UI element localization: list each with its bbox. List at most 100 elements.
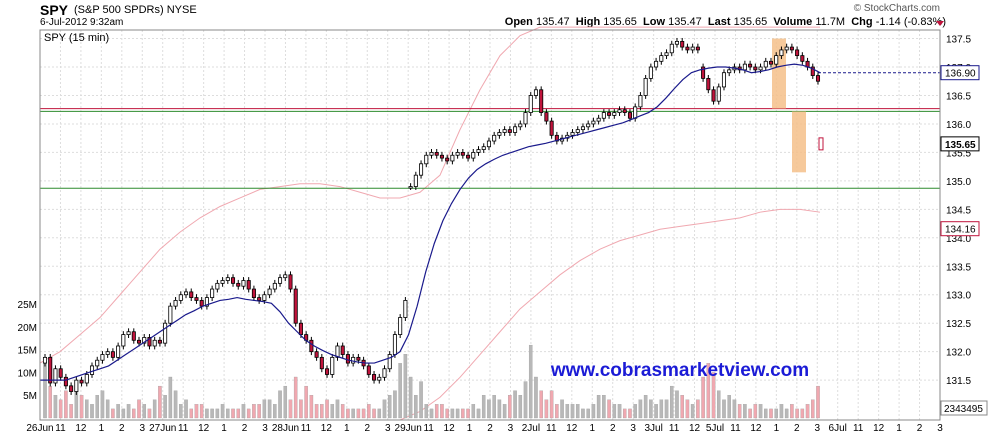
volume-bar: [445, 408, 449, 419]
volume-bar: [293, 376, 298, 419]
candlesticks: [42, 37, 824, 395]
x-tick-label: 12: [444, 423, 456, 434]
volume-bar: [549, 390, 554, 419]
candle-body: [648, 66, 653, 79]
price-tick-label: 136.0: [946, 120, 971, 131]
low-label: Low: [643, 16, 666, 28]
volume-bar: [262, 399, 267, 419]
candle-body: [680, 40, 685, 48]
candle-body: [272, 282, 277, 290]
x-tick-label: 5Jul: [706, 423, 724, 434]
volume-bar: [581, 408, 585, 419]
volume-value: 11.7M: [815, 16, 846, 28]
volume-bar: [586, 408, 590, 419]
price-tick-label: 132.0: [946, 348, 971, 359]
volume-bar: [790, 404, 794, 419]
candle-body: [220, 280, 225, 284]
price-axis-labels: 137.5137.0136.5136.0135.5135.0134.5134.0…: [946, 35, 971, 388]
candle-body: [351, 356, 356, 364]
candle-body: [136, 339, 142, 344]
candle-body: [53, 368, 58, 384]
candle-body: [48, 356, 53, 384]
volume-bar: [492, 395, 496, 419]
x-tick-label: 11: [178, 423, 189, 434]
candle-body: [439, 154, 444, 159]
candle-body: [544, 112, 549, 122]
candle-body: [450, 154, 455, 162]
volume-bar: [215, 408, 220, 419]
volume-tick-label: 25M: [18, 300, 37, 311]
x-tick-label: 12: [689, 423, 701, 434]
volume-bar: [748, 408, 752, 419]
volume-bar: [79, 395, 84, 419]
x-tick-label: 2: [242, 423, 248, 434]
volume-bar: [591, 404, 596, 419]
x-tick-label: 1: [221, 423, 227, 434]
volume-bar: [450, 408, 455, 419]
volume-bar: [497, 399, 502, 419]
x-tick-label: 12: [750, 423, 762, 434]
volume-bar: [100, 390, 105, 419]
price-tag-label: 134.16: [945, 225, 976, 236]
candle-body: [748, 63, 753, 68]
candle-body: [758, 66, 763, 71]
volume-bar: [680, 395, 684, 419]
volume-bar: [69, 404, 73, 419]
volume-bar: [706, 363, 711, 419]
ticker-symbol[interactable]: SPY: [40, 2, 69, 18]
candle-body: [116, 345, 121, 358]
volume-bar: [179, 404, 183, 419]
candle-body: [340, 345, 345, 355]
high-label: High: [575, 16, 601, 28]
price-tick-label: 135.0: [946, 177, 971, 188]
volume-bar: [414, 395, 418, 419]
timestamp: 6-Jul-2012 9:32am: [40, 17, 124, 28]
volume-bar: [664, 399, 669, 419]
volume-bar: [481, 395, 486, 419]
candle-body: [121, 334, 126, 347]
candle-body: [753, 66, 758, 71]
candle-body: [539, 89, 544, 113]
volume-bar: [288, 399, 293, 419]
volume-bar: [732, 399, 737, 419]
candle-body: [507, 129, 512, 133]
series-title: SPY (15 min): [44, 32, 109, 44]
volume-bar: [800, 408, 805, 419]
volume-bar: [696, 399, 700, 419]
volume-bar: [513, 390, 517, 419]
volume-bar: [602, 395, 606, 419]
candle-body: [204, 297, 209, 307]
volume-bar: [764, 408, 768, 419]
x-tick-label: 12: [873, 423, 885, 434]
candle-body: [288, 274, 293, 290]
volume-bar: [220, 404, 225, 419]
volume-bar: [346, 408, 350, 419]
volume-tick-label: 5M: [23, 391, 37, 402]
x-tick-label: 3: [139, 423, 145, 434]
volume-bar: [320, 404, 324, 419]
volume-bar: [461, 408, 465, 419]
candle-body: [246, 280, 251, 290]
support-resistance-lines: [40, 72, 940, 189]
volume-bar: [53, 395, 58, 419]
candle-body: [768, 60, 774, 65]
candle-body: [789, 46, 794, 51]
candle-body: [486, 140, 491, 148]
volume-bar: [152, 399, 157, 419]
candle-body: [513, 126, 518, 133]
candle-body: [319, 356, 324, 370]
price-tag-box: [940, 221, 980, 237]
candle-body: [711, 89, 716, 102]
volume-axis-labels: 25M 20M 15M 10M 5M: [18, 300, 37, 402]
volume-bar: [356, 408, 361, 419]
plot-frame: [39, 29, 941, 421]
volume-bar: [304, 385, 308, 419]
candle-body: [377, 376, 382, 381]
candle-body: [466, 154, 471, 159]
candle-body: [157, 339, 162, 344]
volume-bar: [246, 408, 251, 419]
price-tag-label: 136.90: [945, 69, 976, 80]
candle-body: [283, 274, 288, 279]
candle-body: [643, 77, 648, 96]
volume-bar: [570, 404, 575, 419]
